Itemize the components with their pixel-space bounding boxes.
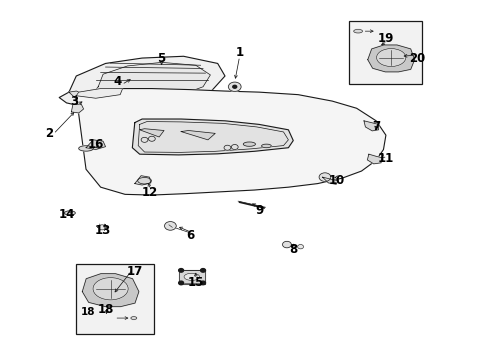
Ellipse shape bbox=[93, 278, 128, 300]
Text: 16: 16 bbox=[87, 138, 104, 150]
Ellipse shape bbox=[183, 273, 199, 280]
Text: 15: 15 bbox=[187, 276, 203, 289]
Circle shape bbox=[319, 173, 330, 181]
Text: 12: 12 bbox=[141, 186, 157, 199]
Polygon shape bbox=[363, 121, 378, 131]
Circle shape bbox=[178, 269, 183, 272]
Text: 13: 13 bbox=[95, 224, 111, 237]
Text: 6: 6 bbox=[186, 229, 195, 242]
Circle shape bbox=[297, 244, 303, 249]
Polygon shape bbox=[181, 131, 215, 140]
Circle shape bbox=[99, 225, 105, 230]
Polygon shape bbox=[71, 104, 83, 113]
Polygon shape bbox=[91, 62, 210, 101]
Polygon shape bbox=[132, 119, 293, 155]
Text: 18: 18 bbox=[97, 303, 114, 316]
Circle shape bbox=[178, 281, 183, 285]
Circle shape bbox=[232, 85, 236, 88]
Polygon shape bbox=[76, 89, 122, 98]
Ellipse shape bbox=[64, 211, 75, 215]
Bar bbox=[348, 21, 421, 84]
Ellipse shape bbox=[131, 317, 137, 319]
Circle shape bbox=[228, 82, 241, 91]
Polygon shape bbox=[59, 56, 224, 110]
Circle shape bbox=[141, 137, 148, 142]
Ellipse shape bbox=[79, 146, 93, 151]
Circle shape bbox=[231, 144, 238, 149]
Circle shape bbox=[148, 136, 155, 141]
Text: 4: 4 bbox=[113, 75, 122, 88]
Circle shape bbox=[164, 222, 176, 230]
Polygon shape bbox=[178, 270, 205, 284]
Text: 9: 9 bbox=[254, 204, 263, 217]
Text: 1: 1 bbox=[235, 46, 243, 59]
Text: 5: 5 bbox=[157, 51, 165, 64]
Text: 7: 7 bbox=[371, 120, 380, 133]
Ellipse shape bbox=[138, 177, 151, 184]
Text: 2: 2 bbox=[45, 127, 53, 140]
Ellipse shape bbox=[261, 144, 271, 148]
Text: 18: 18 bbox=[81, 307, 96, 317]
Ellipse shape bbox=[353, 30, 362, 33]
Polygon shape bbox=[366, 154, 381, 164]
Circle shape bbox=[200, 269, 205, 272]
Polygon shape bbox=[367, 45, 414, 72]
Polygon shape bbox=[76, 89, 385, 195]
Text: 10: 10 bbox=[328, 174, 345, 186]
Polygon shape bbox=[322, 177, 337, 184]
Bar bbox=[76, 264, 154, 334]
Circle shape bbox=[200, 281, 205, 285]
Polygon shape bbox=[140, 129, 163, 137]
Ellipse shape bbox=[376, 49, 405, 67]
Ellipse shape bbox=[243, 142, 255, 146]
Circle shape bbox=[224, 145, 230, 150]
Polygon shape bbox=[82, 274, 139, 307]
Polygon shape bbox=[86, 140, 105, 149]
Text: 19: 19 bbox=[377, 32, 393, 45]
Text: 14: 14 bbox=[58, 208, 75, 221]
Text: 20: 20 bbox=[408, 51, 425, 64]
Polygon shape bbox=[135, 176, 151, 185]
Text: 11: 11 bbox=[377, 152, 393, 165]
Polygon shape bbox=[69, 91, 86, 99]
Text: 3: 3 bbox=[70, 95, 78, 108]
Circle shape bbox=[282, 241, 291, 248]
Text: 17: 17 bbox=[126, 265, 142, 278]
Text: 8: 8 bbox=[288, 243, 297, 256]
